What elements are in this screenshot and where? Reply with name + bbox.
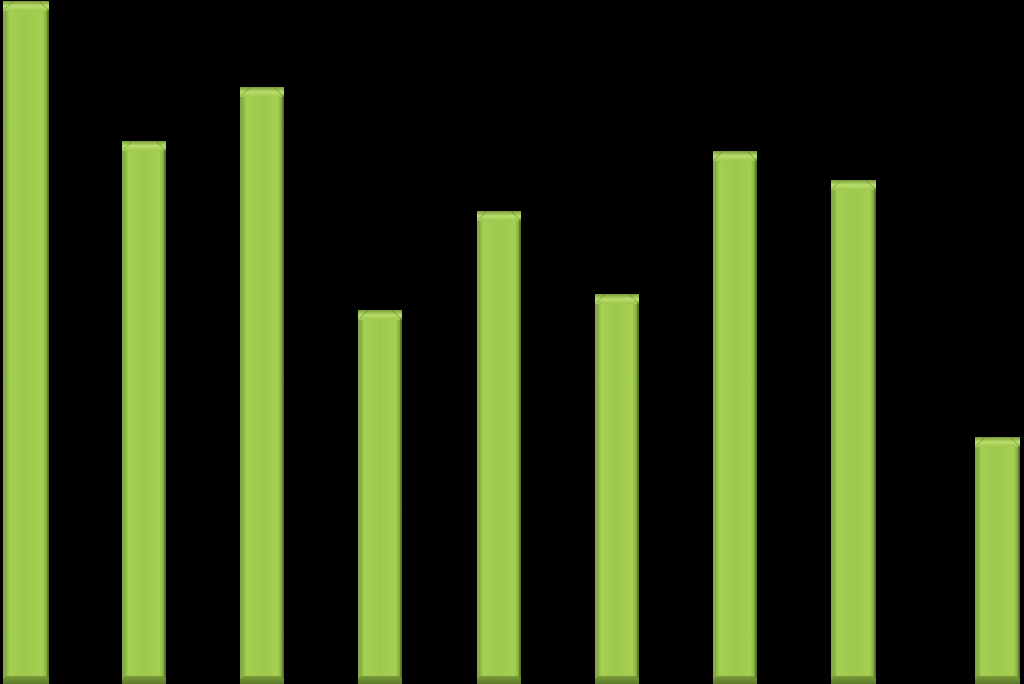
bar [595, 294, 639, 684]
bar [3, 1, 49, 684]
bar [240, 87, 284, 684]
bar [477, 211, 521, 684]
bars-layer [0, 0, 1024, 684]
bar-chart [0, 0, 1024, 684]
bar [713, 151, 757, 684]
bar [358, 310, 402, 684]
bar [975, 437, 1020, 684]
bar [122, 141, 166, 684]
bar [831, 180, 876, 684]
